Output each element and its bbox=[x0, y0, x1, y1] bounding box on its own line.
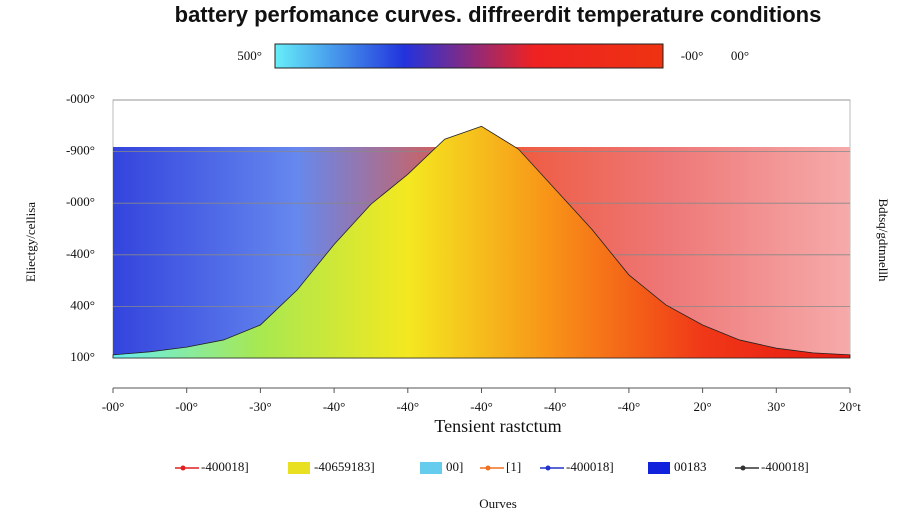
x-tick-label: 30° bbox=[767, 399, 785, 414]
y2-axis-label: Bdtsq/gdtnnellh bbox=[876, 198, 891, 282]
legend-swatch bbox=[288, 462, 310, 474]
legend-label: -400018] bbox=[761, 459, 809, 474]
y-tick-label: 100° bbox=[70, 349, 95, 364]
legend-marker bbox=[740, 465, 746, 471]
x-tick-label: -40° bbox=[397, 399, 420, 414]
x-tick-label: -40° bbox=[618, 399, 641, 414]
x-tick-label: 20°t bbox=[839, 399, 861, 414]
chart-title: battery perfomance curves. diffreerdit t… bbox=[175, 2, 822, 27]
y-tick-label: -000° bbox=[66, 194, 95, 209]
x-axis-label: Tensient rastctum bbox=[434, 416, 561, 436]
x-tick-label: -40° bbox=[323, 399, 346, 414]
y-tick-label: -400° bbox=[66, 246, 95, 261]
y-tick-label: -900° bbox=[66, 143, 95, 158]
y-tick-label: -000° bbox=[66, 91, 95, 106]
x-tick-label: -40° bbox=[544, 399, 567, 414]
legend-swatch bbox=[648, 462, 670, 474]
legend-label: [1] bbox=[506, 459, 521, 474]
legend-marker bbox=[180, 465, 186, 471]
legend-label: -400018] bbox=[566, 459, 614, 474]
legend-label: 00] bbox=[446, 459, 463, 474]
legend-marker bbox=[545, 465, 551, 471]
legend-label: -40659183] bbox=[314, 459, 375, 474]
area bbox=[112, 125, 851, 359]
colorbar-label: 500° bbox=[237, 48, 262, 63]
x-tick-label: -30° bbox=[249, 399, 272, 414]
x-tick-label: 20° bbox=[693, 399, 711, 414]
colorbar bbox=[274, 43, 664, 69]
y-axis-label: Eliectgy/cellisa bbox=[23, 202, 38, 282]
colorbar-label: -00° bbox=[681, 48, 704, 63]
y-tick-label: 400° bbox=[70, 297, 95, 312]
x-tick-label: -00° bbox=[102, 399, 125, 414]
x-tick-label: -40° bbox=[470, 399, 493, 414]
legend-swatch bbox=[420, 462, 442, 474]
legend-label: -400018] bbox=[201, 459, 249, 474]
colorbar-label: 00° bbox=[731, 48, 749, 63]
legend-title: Ourves bbox=[479, 496, 517, 511]
legend-marker bbox=[485, 465, 491, 471]
legend-label: 00183 bbox=[674, 459, 707, 474]
x-tick-label: -00° bbox=[175, 399, 198, 414]
